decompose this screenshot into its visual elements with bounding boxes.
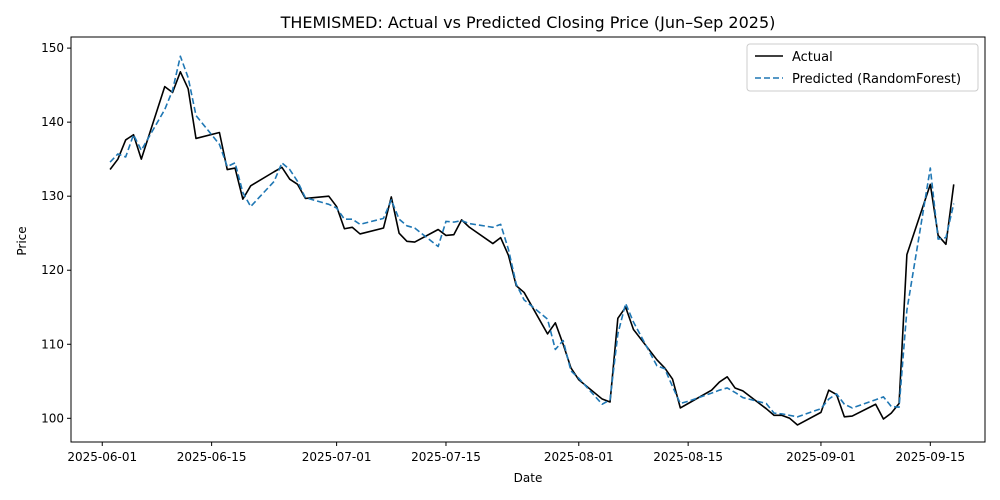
y-tick-label: 140: [41, 115, 64, 129]
legend: Actual Predicted (RandomForest): [746, 43, 979, 92]
y-tick-label: 100: [41, 411, 64, 425]
x-tick-label: 2025-06-15: [177, 450, 247, 464]
y-tick-label: 130: [41, 189, 64, 203]
x-tick-label: 2025-07-15: [411, 450, 481, 464]
series-line-actual: [109, 71, 955, 426]
x-tick-label: 2025-08-01: [544, 450, 614, 464]
legend-label: Predicted (RandomForest): [792, 72, 961, 87]
legend-box: [746, 43, 979, 92]
y-tick-label: 150: [41, 41, 64, 55]
x-tick-label: 2025-06-01: [67, 450, 137, 464]
y-tick-label: 110: [41, 337, 64, 351]
series-line-predicted: [109, 55, 955, 418]
legend-label: Actual: [792, 50, 833, 65]
plot-area-frame: [70, 36, 986, 443]
chart-title: THEMISMED: Actual vs Predicted Closing P…: [280, 13, 776, 32]
plot-lines: [109, 55, 955, 426]
x-tick-label: 2025-07-01: [302, 450, 372, 464]
x-axis-label: Date: [514, 471, 543, 485]
x-tick-label: 2025-09-15: [895, 450, 965, 464]
x-tick-label: 2025-09-01: [786, 450, 856, 464]
y-axis-label: Price: [15, 226, 29, 255]
y-tick-label: 120: [41, 263, 64, 277]
x-tick-label: 2025-08-15: [653, 450, 723, 464]
axis-ticks: 2025-06-01 2025-06-15 2025-07-01 2025-07-15…: [41, 41, 965, 464]
